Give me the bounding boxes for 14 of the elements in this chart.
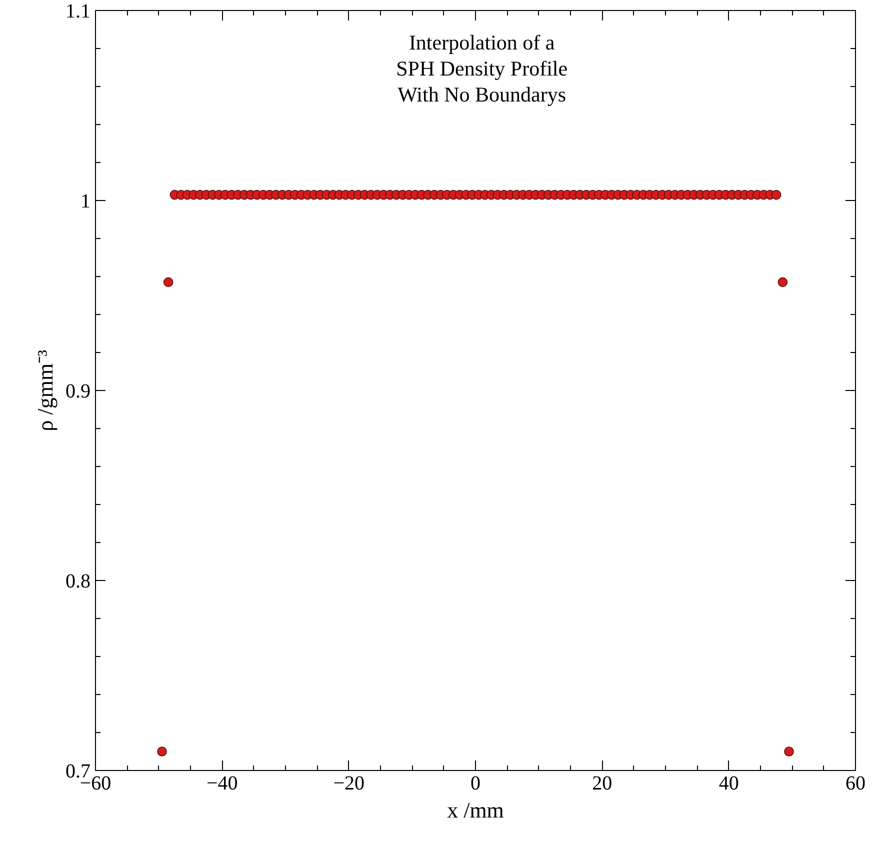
y-tick-label: 0.9 — [66, 380, 90, 402]
x-axis-title: x /mm — [447, 798, 504, 822]
x-tick-label: 40 — [718, 772, 739, 794]
text: Interpolation of a SPH Density Profile With No Boundarys — [396, 30, 568, 106]
x-tick-label: 60 — [846, 772, 866, 794]
x-tick-label: −20 — [333, 772, 364, 794]
x-tick-label: 0 — [470, 772, 480, 794]
y-tick-label: 0.7 — [66, 760, 90, 782]
y-tick-label: 1.1 — [66, 0, 90, 22]
y-tick-label: 1 — [80, 190, 90, 212]
x-tick-label: 20 — [592, 772, 612, 794]
x-tick-label: −40 — [206, 772, 238, 794]
y-tick-label: 0.8 — [66, 570, 90, 592]
y-axis-title: ρ /gmm⁻³ — [32, 349, 58, 432]
